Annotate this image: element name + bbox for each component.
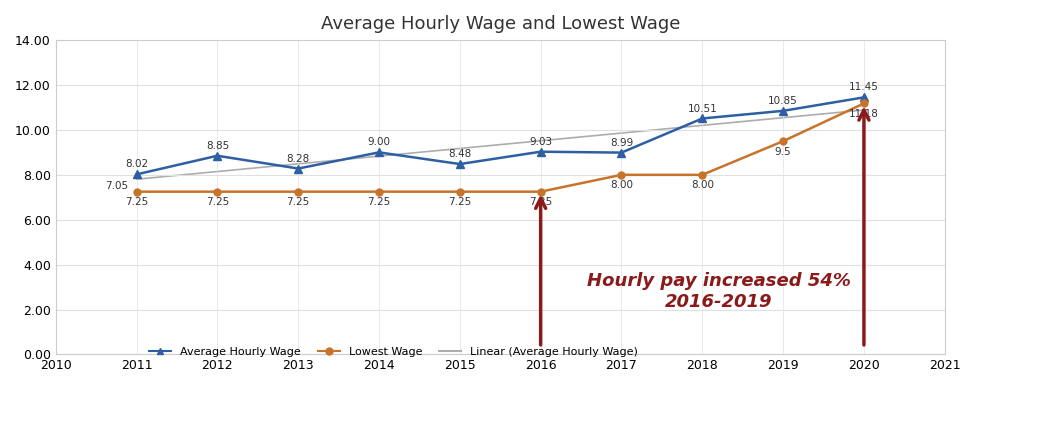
Average Hourly Wage <box>372 150 385 155</box>
Text: 7.25: 7.25 <box>367 197 390 207</box>
Average Hourly Wage <box>695 116 708 121</box>
Average Hourly Wage <box>292 166 304 171</box>
Lowest Wage <box>292 189 304 194</box>
Lowest Wage <box>858 101 871 106</box>
Average Hourly Wage <box>615 150 627 155</box>
Text: 11.18: 11.18 <box>849 109 879 119</box>
Average Hourly Wage <box>211 153 223 158</box>
Text: 7.05: 7.05 <box>105 181 128 191</box>
Text: Hourly pay increased 54%
2016-2019: Hourly pay increased 54% 2016-2019 <box>586 272 851 311</box>
Average Hourly Wage <box>858 95 871 100</box>
Lowest Wage <box>695 172 708 177</box>
Line: Lowest Wage: Lowest Wage <box>133 100 868 195</box>
Title: Average Hourly Wage and Lowest Wage: Average Hourly Wage and Lowest Wage <box>321 15 680 33</box>
Text: 9.00: 9.00 <box>367 137 390 147</box>
Text: 8.02: 8.02 <box>125 160 148 169</box>
Average Hourly Wage <box>130 172 143 177</box>
Text: 7.25: 7.25 <box>286 197 309 207</box>
Line: Average Hourly Wage: Average Hourly Wage <box>132 93 869 179</box>
Average Hourly Wage <box>777 108 790 113</box>
Text: 8.48: 8.48 <box>448 149 471 159</box>
Lowest Wage <box>211 189 223 194</box>
Lowest Wage <box>130 189 143 194</box>
Text: 9.5: 9.5 <box>775 147 791 157</box>
Average Hourly Wage <box>534 149 547 154</box>
Average Hourly Wage <box>453 162 466 167</box>
Legend: Average Hourly Wage, Lowest Wage, Linear (Average Hourly Wage): Average Hourly Wage, Lowest Wage, Linear… <box>145 343 642 362</box>
Text: 8.00: 8.00 <box>609 181 633 190</box>
Text: 9.03: 9.03 <box>529 137 552 147</box>
Text: 7.25: 7.25 <box>206 197 229 207</box>
Text: 10.85: 10.85 <box>768 96 798 106</box>
Lowest Wage <box>534 189 547 194</box>
Text: 10.51: 10.51 <box>687 104 718 114</box>
Text: 8.85: 8.85 <box>206 141 229 151</box>
Text: 7.25: 7.25 <box>448 197 471 207</box>
Text: 8.00: 8.00 <box>691 181 713 190</box>
Text: 7.25: 7.25 <box>125 197 148 207</box>
Text: 8.28: 8.28 <box>286 154 309 164</box>
Lowest Wage <box>372 189 385 194</box>
Text: 7.25: 7.25 <box>529 197 552 207</box>
Lowest Wage <box>453 189 466 194</box>
Text: 11.45: 11.45 <box>849 83 879 93</box>
Lowest Wage <box>777 139 790 144</box>
Text: 8.99: 8.99 <box>609 138 634 148</box>
Lowest Wage <box>615 172 627 177</box>
